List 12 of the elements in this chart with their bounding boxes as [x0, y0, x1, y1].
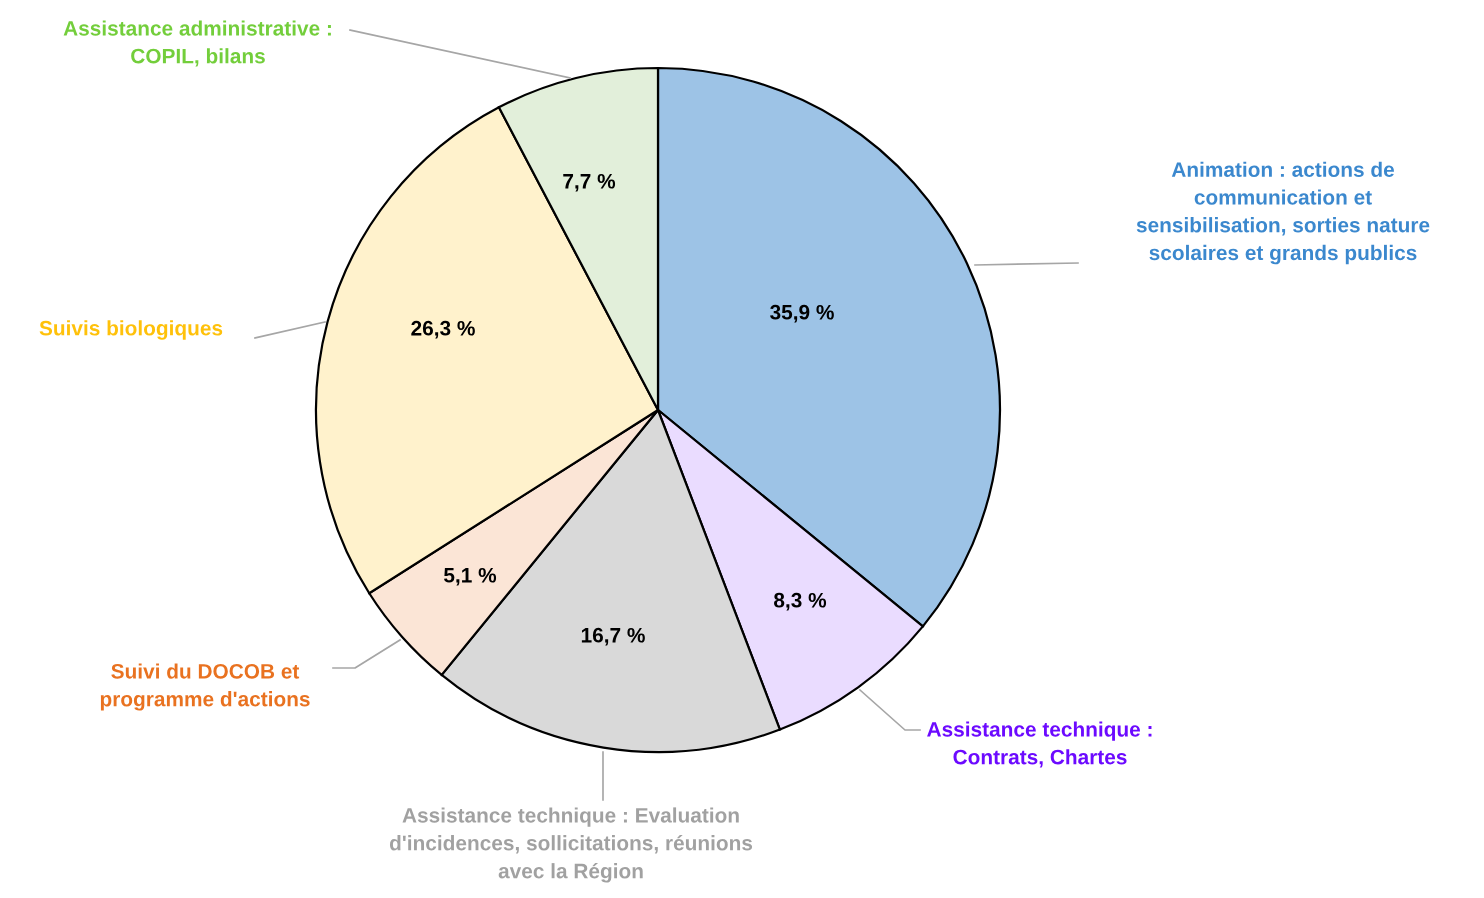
data-label: 26,3 % [411, 320, 475, 339]
data-label: 8,3 % [774, 592, 827, 611]
slice-label: Assistance technique : Evaluation d'incidences, sollicitations, réunions avec la Région [389, 807, 753, 883]
slice-label: Suivi du DOCOB et programme d'actions [100, 663, 310, 711]
slice-label: Assistance administrative : COPIL, bilans [63, 20, 331, 67]
data-label: 35,9 % [770, 304, 834, 323]
slice-label: Animation : actions de communication et sensibilisation, sorties nature scolaires et grands publics [1136, 161, 1430, 265]
slice-label: Suivis biologiques [39, 320, 223, 340]
data-label: 5,1 % [444, 567, 497, 586]
data-label: 7,7 % [563, 173, 616, 192]
data-label: 16,7 % [581, 627, 645, 646]
slice-label: Assistance technique : Contrats, Chartes [927, 721, 1152, 768]
